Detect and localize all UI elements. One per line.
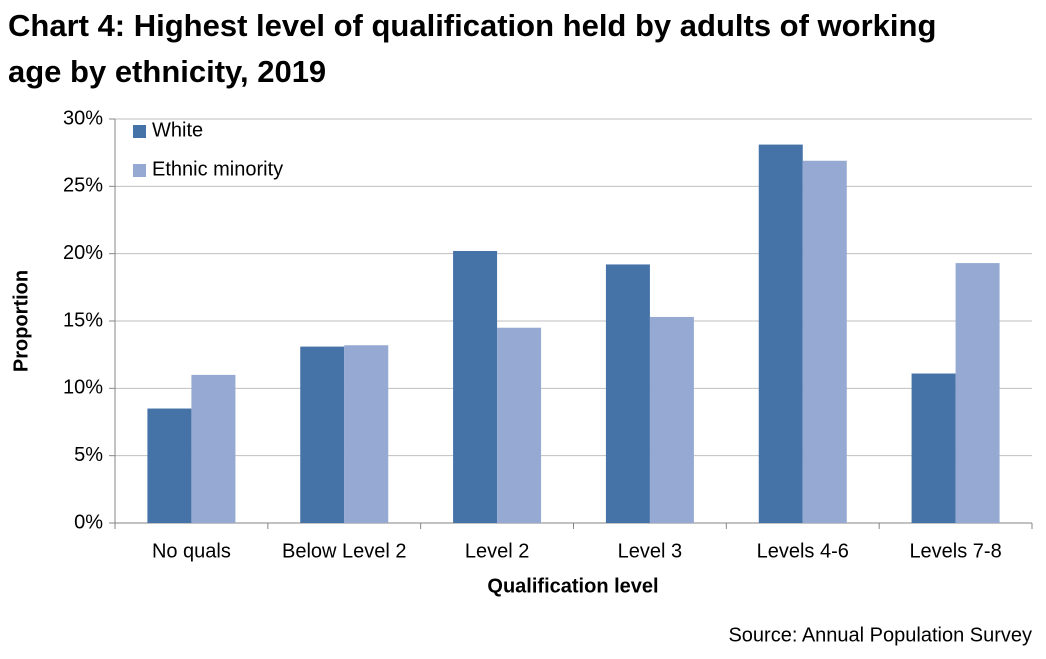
bar <box>955 263 1000 523</box>
legend-swatch <box>133 164 146 177</box>
legend-swatch <box>133 125 146 138</box>
x-tick-label: Below Level 2 <box>282 540 407 562</box>
bar <box>497 327 542 523</box>
y-tick-label: 15% <box>63 309 103 331</box>
x-tick-label: No quals <box>152 540 231 562</box>
source: Source: Annual Population Survey <box>728 624 1032 646</box>
bar <box>802 160 847 523</box>
bar <box>147 408 192 523</box>
bar <box>911 373 956 523</box>
bar <box>605 264 650 523</box>
y-tick-label: 5% <box>74 444 103 466</box>
y-tick-label: 10% <box>63 377 103 399</box>
bar <box>758 144 803 523</box>
y-axis-label: Proportion <box>10 270 32 372</box>
bar <box>191 374 236 523</box>
bar <box>300 346 345 523</box>
y-tick-label: 30% <box>63 107 103 129</box>
x-tick-label: Levels 7-8 <box>909 540 1001 562</box>
bar <box>344 345 389 523</box>
x-tick-label: Levels 4-6 <box>757 540 849 562</box>
x-tick-label: Level 2 <box>465 540 530 562</box>
y-tick-label: 20% <box>63 242 103 264</box>
x-tick-label: Level 3 <box>618 540 683 562</box>
chart-title: Chart 4: Highest level of qualification … <box>8 8 937 89</box>
y-tick-label: 0% <box>74 511 103 533</box>
bar <box>649 316 694 523</box>
legend-label: Ethnic minority <box>152 158 283 180</box>
x-axis-label: Qualification level <box>487 575 658 597</box>
y-tick-label: 25% <box>63 175 103 197</box>
legend-label: White <box>152 119 203 141</box>
bar <box>453 250 498 523</box>
